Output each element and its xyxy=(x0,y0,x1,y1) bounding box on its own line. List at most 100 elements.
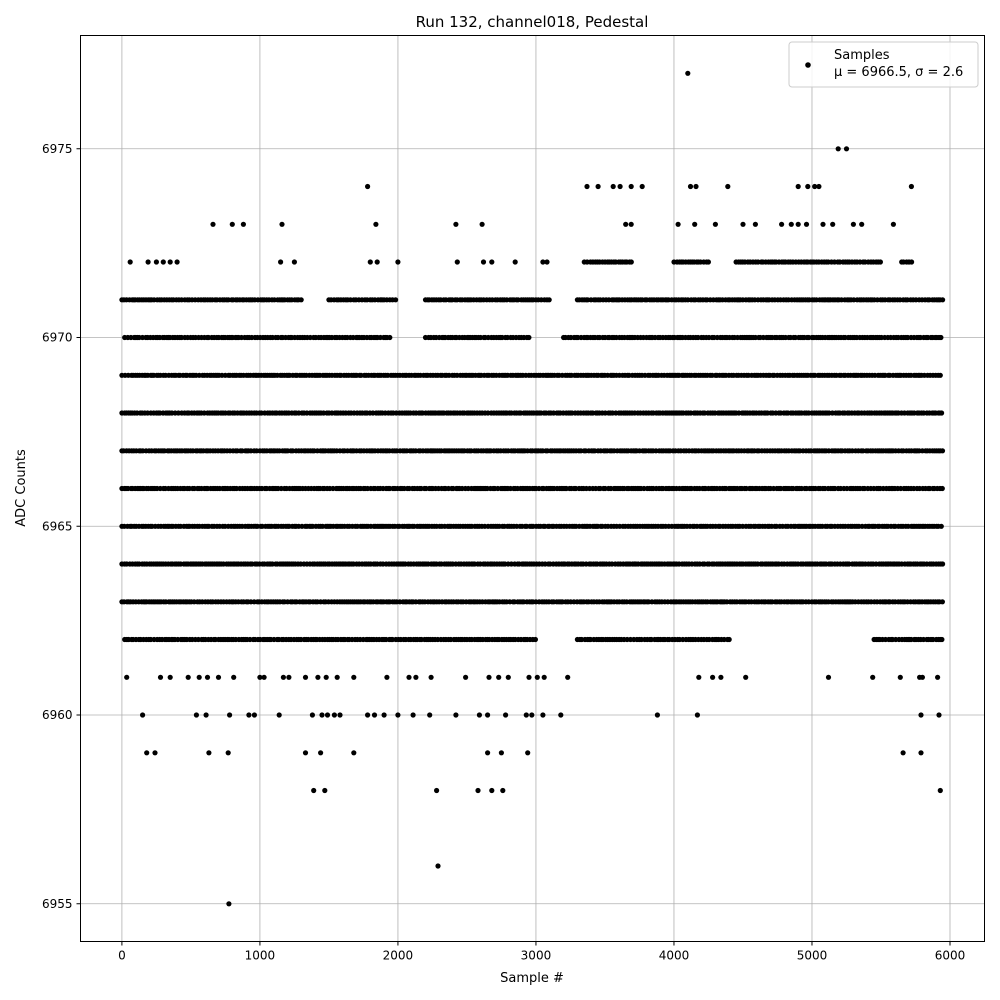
data-point xyxy=(463,674,469,680)
data-point xyxy=(544,259,550,265)
data-point xyxy=(918,750,924,756)
legend-series-name: Samples xyxy=(834,48,890,63)
data-point xyxy=(453,221,459,227)
x-tick-label: 0 xyxy=(118,949,126,963)
data-point xyxy=(413,674,419,680)
data-point xyxy=(152,750,158,756)
data-point xyxy=(246,712,252,718)
data-point xyxy=(395,259,401,265)
data-point xyxy=(167,674,173,680)
data-point xyxy=(897,674,903,680)
data-point xyxy=(788,221,794,227)
data-point xyxy=(584,183,590,190)
data-point xyxy=(140,712,146,718)
data-point xyxy=(231,674,237,680)
x-tick-label: 3000 xyxy=(521,949,552,963)
data-point xyxy=(384,674,390,680)
y-tick-label: 6975 xyxy=(42,142,73,156)
data-point xyxy=(628,183,634,190)
data-point xyxy=(315,674,321,680)
data-point xyxy=(393,297,399,303)
data-point xyxy=(534,674,540,680)
data-point xyxy=(331,712,337,718)
data-point xyxy=(454,259,460,265)
data-point xyxy=(476,712,482,718)
data-point xyxy=(694,712,701,718)
data-point xyxy=(540,259,546,265)
data-point xyxy=(820,221,826,227)
data-point xyxy=(541,674,547,680)
data-point xyxy=(795,183,801,190)
data-point xyxy=(160,259,166,265)
data-point xyxy=(323,674,329,680)
data-point xyxy=(939,599,946,605)
legend-marker xyxy=(805,62,811,68)
data-point xyxy=(812,183,818,190)
data-point xyxy=(696,674,702,680)
data-point xyxy=(485,712,491,718)
data-point xyxy=(565,674,571,680)
data-point xyxy=(693,183,699,190)
data-point xyxy=(286,674,292,680)
x-tick-label: 1000 xyxy=(245,949,276,963)
data-point xyxy=(485,750,491,756)
data-point xyxy=(276,712,282,718)
data-point xyxy=(435,863,441,869)
y-tick-label: 6955 xyxy=(42,897,73,911)
data-point xyxy=(654,712,661,718)
data-point xyxy=(351,674,357,680)
x-tick-label: 4000 xyxy=(659,949,690,963)
data-point xyxy=(322,787,328,794)
y-axis-label: ADC Counts xyxy=(14,449,29,527)
data-point xyxy=(870,674,876,680)
plot-frame xyxy=(80,35,985,942)
data-point xyxy=(529,712,535,718)
data-point xyxy=(374,259,380,265)
data-point xyxy=(532,636,539,643)
data-point xyxy=(725,183,731,190)
data-point xyxy=(185,674,191,680)
data-point xyxy=(367,259,373,265)
data-point xyxy=(498,750,504,756)
data-point xyxy=(740,221,746,227)
data-point xyxy=(324,712,331,718)
data-point xyxy=(257,674,263,680)
data-point xyxy=(226,901,232,907)
data-points xyxy=(119,70,946,907)
data-point xyxy=(908,183,915,190)
data-point xyxy=(127,259,133,265)
data-point xyxy=(710,674,716,680)
data-point xyxy=(843,146,850,152)
data-point xyxy=(427,712,433,718)
data-point xyxy=(406,674,412,680)
data-point xyxy=(157,674,164,680)
data-point xyxy=(935,674,941,680)
data-point xyxy=(859,221,865,227)
data-point xyxy=(705,259,712,265)
data-point xyxy=(936,712,942,718)
y-tick-label: 6970 xyxy=(42,331,73,345)
data-point xyxy=(639,183,645,190)
data-point xyxy=(830,221,836,227)
data-point xyxy=(825,674,832,680)
data-point xyxy=(805,183,811,190)
data-point xyxy=(145,259,151,265)
data-point xyxy=(505,674,511,680)
data-point xyxy=(512,259,518,265)
data-point xyxy=(428,674,434,680)
data-point xyxy=(692,221,698,227)
data-point xyxy=(278,259,284,265)
data-point xyxy=(334,674,340,680)
data-point xyxy=(503,712,509,718)
data-point xyxy=(373,221,379,227)
data-point xyxy=(434,787,440,794)
data-point xyxy=(890,221,897,227)
data-point xyxy=(229,221,235,227)
data-point xyxy=(525,750,531,756)
data-point xyxy=(940,297,946,303)
x-tick-label: 2000 xyxy=(383,949,414,963)
data-point xyxy=(623,221,629,227)
data-point xyxy=(251,712,257,718)
data-point xyxy=(337,712,343,718)
y-tick-label: 6965 xyxy=(42,519,73,533)
